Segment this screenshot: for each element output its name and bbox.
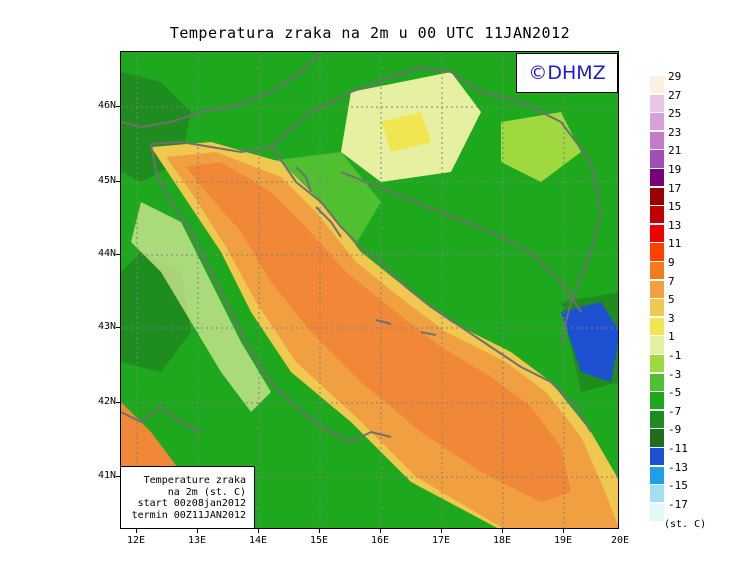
dhmz-logo: ©DHMZ: [516, 53, 618, 93]
legend-swatch: [650, 131, 664, 149]
legend-label: 29: [668, 70, 682, 83]
info-line: Temperature zraka: [143, 475, 246, 486]
legend-swatch: [650, 280, 664, 298]
lat-label: 45N: [97, 175, 116, 186]
legend-label: 25: [668, 107, 682, 121]
cold-spot: [561, 302, 618, 382]
legend-label: -7: [668, 404, 682, 418]
legend-swatch: [650, 373, 664, 391]
info-line: na 2m (st. C): [167, 486, 246, 498]
legend-label: 19: [668, 163, 682, 176]
legend-label: 21: [668, 144, 682, 158]
map-canvas: [121, 52, 618, 528]
legend-swatch: [650, 429, 664, 447]
legend-label: 3: [668, 311, 675, 325]
legend-label: -15: [668, 479, 688, 493]
legend-swatch: [650, 317, 664, 335]
island: [295, 166, 312, 193]
lon-label: 16E: [370, 535, 390, 546]
lon-label: 15E: [309, 535, 329, 546]
legend-swatch: [650, 355, 664, 373]
lon-label: 13E: [187, 535, 207, 546]
lon-label: 17E: [431, 535, 451, 546]
legend-swatch: [650, 262, 664, 280]
legend-label: 11: [668, 237, 682, 251]
map-title: Temperatura zraka na 2m u 00 UTC 11JAN20…: [169, 24, 571, 42]
legend-swatch: [650, 224, 664, 242]
island: [315, 206, 342, 238]
grid-lines: [121, 52, 618, 528]
legend-swatch: [650, 206, 664, 224]
legend-swatch: [650, 410, 664, 428]
legend-label: 9: [668, 256, 675, 269]
coastline-italy: [150, 143, 392, 444]
legend-swatch: [650, 392, 664, 410]
land-mild-patch: [501, 112, 581, 182]
lon-label: 14E: [248, 535, 268, 546]
legend-label: 15: [668, 200, 682, 214]
legend-label: 17: [668, 181, 682, 195]
lon-label: 12E: [126, 535, 146, 546]
legend-label: 5: [668, 293, 675, 307]
border-alps: [121, 52, 322, 129]
legend-swatch: [650, 169, 664, 187]
legend-unit: (st. C): [664, 519, 707, 530]
legend-swatch: [650, 243, 664, 261]
land-warm-patch: [381, 112, 431, 152]
border-croatia-north: [270, 65, 603, 343]
legend-label: 13: [668, 218, 682, 232]
legend-swatch: [650, 503, 664, 521]
coastline-east: [150, 140, 592, 433]
legend-label: 27: [668, 88, 682, 102]
lat-label: 42N: [97, 396, 116, 407]
legend-swatch: [650, 113, 664, 131]
legend-label: -9: [668, 423, 682, 437]
legend-swatch: [650, 187, 664, 205]
legend-swatch: [650, 485, 664, 503]
adriatic-sea: [186, 162, 571, 502]
legend-swatch: [650, 299, 664, 317]
lon-label: 18E: [492, 535, 512, 546]
lon-label: 20E: [610, 535, 630, 546]
lon-label: 19E: [553, 535, 573, 546]
lat-label: 46N: [97, 100, 116, 111]
forecast-info-box: Temperature zraka na 2m (st. C) start 00…: [120, 466, 255, 529]
border-bosnia: [340, 171, 582, 313]
legend-swatch: [650, 448, 664, 466]
legend-label: 1: [668, 330, 675, 344]
island: [375, 319, 392, 325]
legend-label: -1: [668, 349, 682, 362]
info-line: termin 00Z11JAN2012: [131, 509, 246, 521]
legend-label: -17: [668, 497, 688, 511]
legend-label: -5: [668, 386, 682, 400]
coastline-south: [121, 405, 202, 433]
legend-swatch: [650, 150, 664, 168]
island: [420, 331, 437, 336]
legend-label: -3: [668, 367, 682, 381]
legend-swatch: [650, 76, 664, 94]
legend-label: -11: [668, 442, 688, 455]
temperature-map: [120, 51, 619, 529]
lat-label: 43N: [97, 321, 116, 332]
info-line: start 00z08jan2012: [137, 498, 246, 509]
legend-swatch: [650, 336, 664, 354]
legend-swatch: [650, 466, 664, 484]
lat-label: 44N: [97, 248, 116, 259]
legend-label: 23: [668, 125, 682, 139]
legend-label: -13: [668, 460, 688, 474]
legend-label: 7: [668, 274, 675, 288]
lat-label: 41N: [97, 470, 116, 481]
legend-swatch: [650, 94, 664, 112]
